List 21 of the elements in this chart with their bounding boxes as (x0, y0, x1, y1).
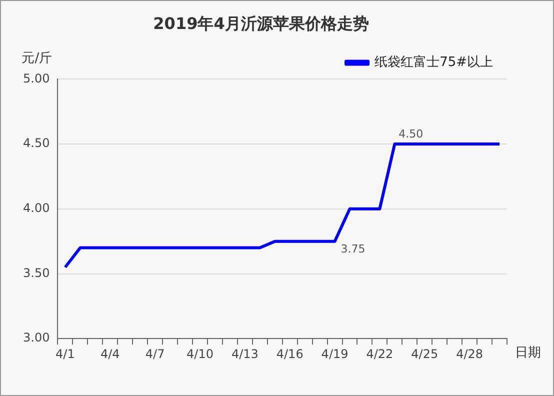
x-tick-label: 4/28 (456, 346, 484, 361)
x-tick-label: 4/7 (145, 346, 165, 361)
x-tick-label: 4/19 (321, 346, 348, 361)
legend-label: 纸袋红富士75#以上 (374, 54, 494, 70)
y-tick-label: 4.50 (23, 136, 50, 150)
x-tick-label: 4/25 (411, 346, 438, 361)
data-label: 3.75 (340, 242, 366, 256)
x-tick-label: 4/10 (186, 346, 214, 361)
x-tick-label: 4/1 (56, 346, 75, 361)
y-tick-label: 3.50 (23, 266, 50, 280)
data-label: 4.50 (398, 127, 424, 140)
x-tick-label: 4/16 (276, 346, 304, 361)
x-tick-label: 4/4 (100, 346, 120, 361)
y-tick-label: 5.00 (23, 71, 50, 86)
chart-title: 2019年4月沂源苹果价格走势 (153, 14, 369, 33)
y-tick-label: 3.00 (23, 330, 50, 345)
x-tick-label: 4/13 (231, 346, 258, 361)
x-tick-label: 4/22 (366, 346, 394, 361)
x-axis-title: 日期 (515, 345, 541, 360)
y-tick-label: 4.00 (23, 201, 50, 216)
y-axis-title: 元/斤 (22, 51, 52, 66)
